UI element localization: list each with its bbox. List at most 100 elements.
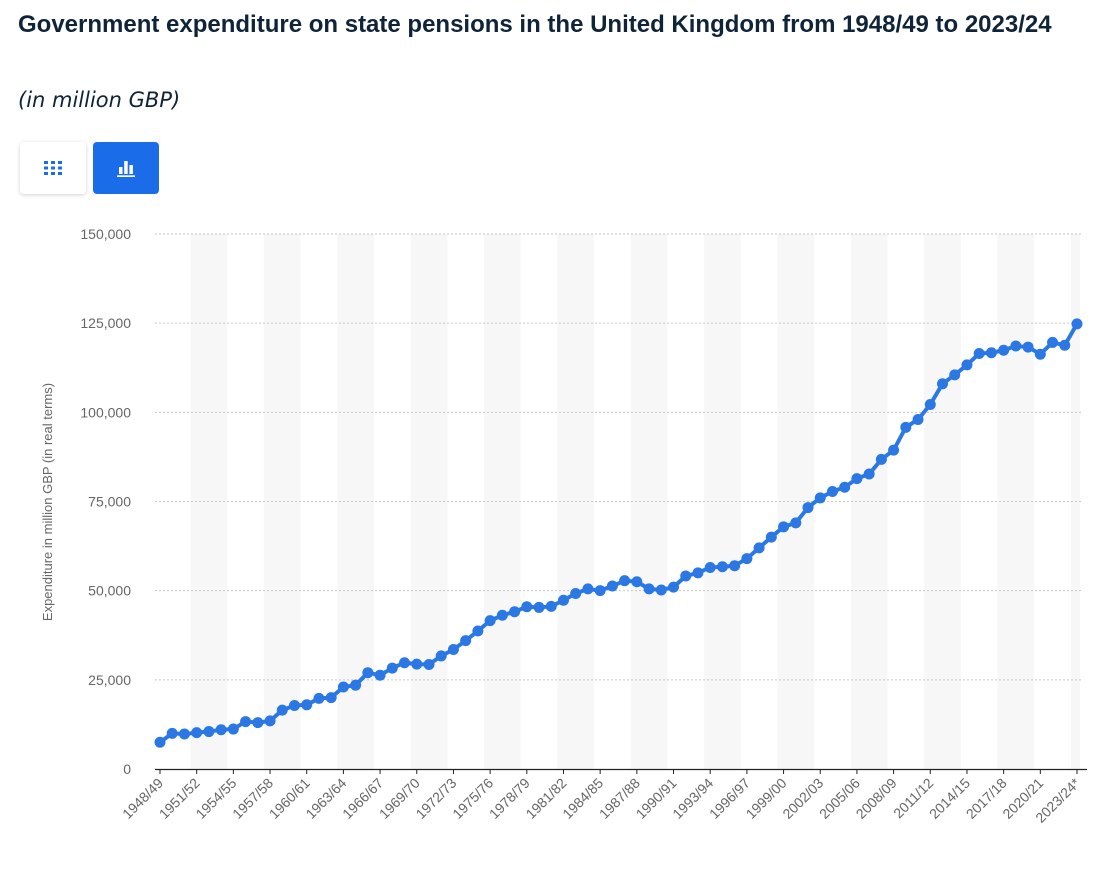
data-point[interactable] [900, 421, 912, 433]
data-point[interactable] [716, 561, 728, 573]
data-point[interactable] [1034, 348, 1046, 360]
data-point[interactable] [839, 481, 851, 493]
data-point[interactable] [276, 704, 288, 716]
data-point[interactable] [460, 635, 472, 647]
data-point[interactable] [288, 700, 300, 712]
data-point[interactable] [937, 378, 949, 390]
data-point[interactable] [826, 486, 838, 498]
chart-title: Government expenditure on state pensions… [18, 11, 1052, 38]
data-point[interactable] [790, 517, 802, 529]
data-point[interactable] [472, 625, 484, 637]
chart-view-button[interactable] [93, 142, 159, 194]
data-point[interactable] [191, 727, 203, 739]
table-view-button[interactable] [20, 142, 86, 194]
data-point[interactable] [301, 699, 313, 711]
chart-subtitle: (in million GBP) [18, 88, 181, 112]
data-point[interactable] [350, 679, 362, 691]
data-point[interactable] [362, 667, 374, 679]
data-point[interactable] [484, 615, 496, 627]
data-point[interactable] [447, 644, 459, 656]
data-point[interactable] [521, 601, 533, 613]
data-point[interactable] [631, 576, 643, 588]
data-point[interactable] [215, 724, 227, 736]
data-point[interactable] [423, 658, 435, 670]
data-point[interactable] [1059, 339, 1071, 351]
data-point[interactable] [814, 492, 826, 504]
data-point[interactable] [692, 567, 704, 579]
x-tick-label: 2008/09 [853, 775, 900, 822]
column-band [924, 234, 961, 769]
gridlines [155, 233, 1083, 681]
data-point[interactable] [851, 473, 863, 485]
data-point[interactable] [533, 601, 545, 613]
data-point[interactable] [582, 583, 594, 595]
data-point[interactable] [240, 716, 252, 728]
data-point[interactable] [399, 657, 411, 669]
data-point[interactable] [203, 726, 215, 738]
data-point[interactable] [154, 736, 166, 748]
data-point[interactable] [509, 606, 521, 618]
data-point[interactable] [912, 413, 924, 425]
data-point[interactable] [557, 594, 569, 606]
data-point[interactable] [765, 531, 777, 543]
y-tick-label: 75,000 [88, 494, 131, 510]
data-point[interactable] [741, 553, 753, 565]
data-point[interactable] [973, 347, 985, 359]
data-point[interactable] [313, 692, 325, 704]
data-point[interactable] [1047, 336, 1059, 348]
data-point[interactable] [252, 717, 264, 729]
y-axis-label: Expenditure in million GBP (in real term… [40, 383, 55, 621]
data-point[interactable] [875, 453, 887, 465]
data-point[interactable] [1010, 340, 1022, 352]
data-point[interactable] [778, 521, 790, 533]
data-point[interactable] [411, 658, 423, 670]
column-band [704, 234, 741, 769]
data-point[interactable] [655, 584, 667, 596]
data-point[interactable] [545, 600, 557, 612]
y-tick-label: 25,000 [88, 672, 131, 688]
data-point[interactable] [619, 575, 631, 587]
data-point[interactable] [1022, 341, 1034, 353]
data-point[interactable] [606, 580, 618, 592]
bar-chart-icon [117, 161, 135, 177]
data-point[interactable] [961, 359, 973, 371]
data-point[interactable] [704, 561, 716, 573]
data-point[interactable] [496, 609, 508, 621]
series-line [158, 321, 1079, 745]
data-point[interactable] [680, 570, 692, 582]
y-tick-label: 150,000 [80, 226, 131, 242]
y-tick-label: 50,000 [88, 583, 131, 599]
data-point[interactable] [227, 723, 239, 735]
data-point[interactable] [924, 398, 936, 410]
data-point[interactable] [643, 583, 655, 595]
y-axis-ticks: 0 25,000 50,000 75,000 100,000 125,000 150,000 [80, 226, 131, 777]
data-point[interactable] [729, 560, 741, 572]
column-band [263, 234, 301, 769]
data-point[interactable] [570, 588, 582, 600]
data-point[interactable] [374, 669, 386, 681]
data-point[interactable] [802, 502, 814, 514]
y-tick-label: 125,000 [80, 315, 131, 331]
data-point[interactable] [949, 369, 961, 381]
y-tick-label: 0 [123, 761, 131, 777]
data-point[interactable] [337, 681, 349, 693]
data-point[interactable] [998, 344, 1010, 356]
y-tick-label: 100,000 [80, 404, 131, 420]
data-point[interactable] [668, 581, 680, 593]
data-point[interactable] [753, 542, 765, 554]
data-point[interactable] [1071, 318, 1083, 330]
data-point[interactable] [888, 444, 900, 456]
data-point[interactable] [325, 692, 337, 704]
column-band [484, 234, 521, 769]
data-point[interactable] [264, 715, 276, 727]
grid-icon [44, 161, 62, 175]
x-axis-ticks: 1948/491951/521954/551957/581960/611963/… [119, 769, 1084, 826]
data-point[interactable] [594, 585, 606, 597]
data-point[interactable] [985, 347, 997, 359]
data-point[interactable] [386, 662, 398, 674]
data-point[interactable] [166, 727, 178, 739]
data-point[interactable] [863, 468, 875, 480]
data-point[interactable] [178, 728, 190, 740]
data-point[interactable] [435, 650, 447, 662]
